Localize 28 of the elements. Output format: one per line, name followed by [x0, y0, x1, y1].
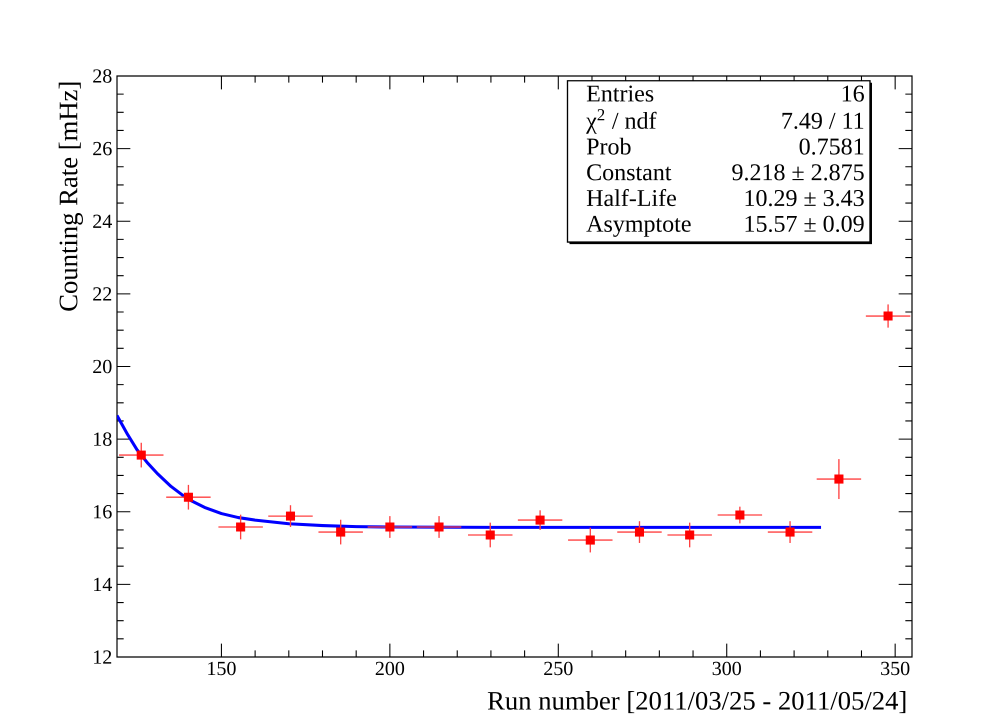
x-tick-label: 250: [544, 662, 573, 676]
annotation: 10.29 ± 3.43: [746, 190, 864, 206]
annotation: Entries: [586, 86, 654, 102]
y-axis-title: Counting Rate [mHz]: [58, 82, 83, 311]
annotation: 0.7581: [800, 138, 864, 155]
annotation: Half-Life: [586, 189, 676, 206]
annotation: Constant: [587, 164, 672, 180]
y-tick-label: 14: [94, 578, 112, 591]
y-tick-label: 18: [94, 432, 112, 446]
annotation: Prob: [586, 138, 631, 155]
x-tick-label: 300: [712, 662, 741, 676]
x-tick-label: 150: [208, 662, 236, 676]
y-tick-label: 28: [93, 69, 112, 83]
annotation: Asymptote: [586, 216, 691, 237]
annotation: 15.57 ± 0.09: [746, 216, 864, 232]
y-tick-label: 26: [93, 142, 112, 156]
annotation: 9.218 ± 2.875: [732, 164, 864, 180]
y-tick-label: 20: [93, 360, 112, 374]
y-tick-label: 24: [93, 214, 112, 228]
y-tick-label: 22: [93, 287, 112, 300]
y-tick-label: 12: [94, 650, 112, 664]
annotation: 7.49 / 11: [782, 112, 864, 129]
annotation: χ$^{2}$ / ndf: [586, 109, 657, 134]
x-tick-label: 350: [881, 662, 910, 676]
y-tick-label: 16: [94, 505, 112, 518]
x-axis-title: Run number [2011/03/25 - 2011/05/24]: [488, 691, 906, 714]
annotation: 16: [842, 86, 864, 102]
x-tick-label: 200: [376, 662, 404, 676]
